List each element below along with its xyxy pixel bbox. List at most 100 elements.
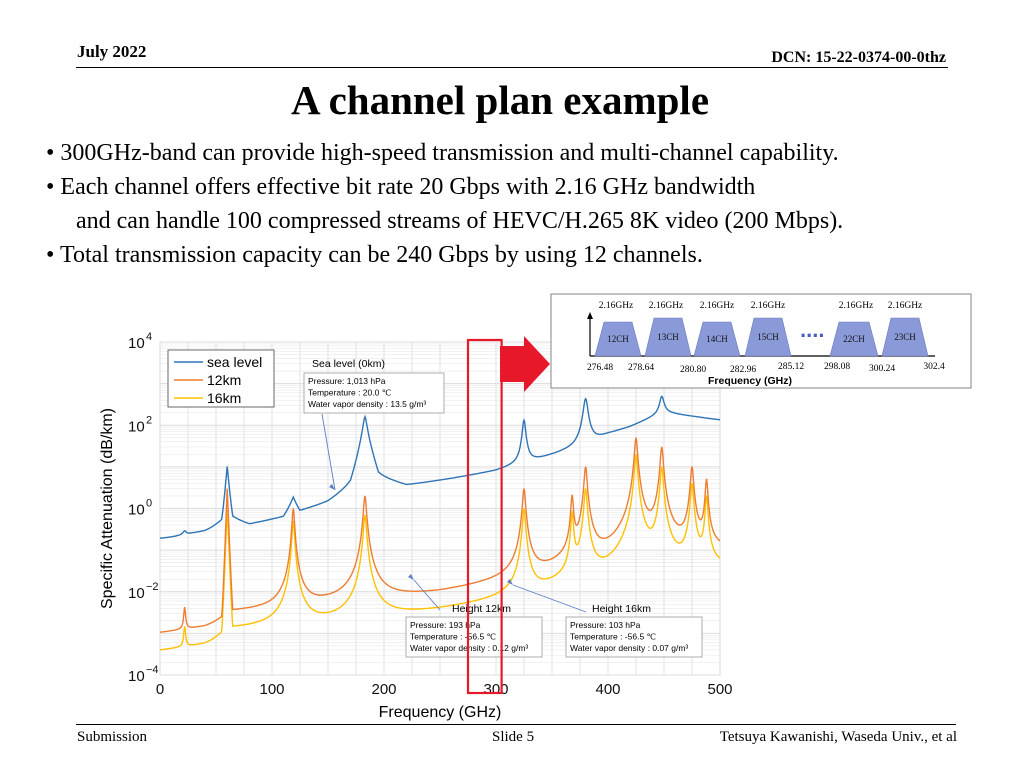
channel-block <box>644 317 692 357</box>
annotation-arrow <box>512 584 587 613</box>
y-tick-base: 10 <box>128 668 145 685</box>
frequency-tick-label: 280.80 <box>680 365 706 375</box>
series-line-16km <box>160 454 720 651</box>
y-tick-exponent: −2 <box>146 581 159 593</box>
header-dcn: DCN: 15-22-0374-00-0thz <box>771 49 946 66</box>
channel-ellipsis: .... <box>800 317 824 342</box>
channel-block <box>693 321 741 357</box>
y-tick-base: 10 <box>128 585 145 602</box>
annotation-line: Water vapor density : 0.12 g/m³ <box>410 643 528 653</box>
annotation-arrowhead <box>408 574 414 580</box>
annotation-box <box>303 372 445 414</box>
bullet-text: Each channel offers effective bit rate 2… <box>60 174 756 200</box>
annotation-line: Temperature : -56.5 ℃ <box>410 632 497 642</box>
annotation-line: Pressure: 1,013 hPa <box>308 376 386 386</box>
channel-plan-diagram: 12CH 13CH 14CH 15CH 22CH 23CH 2.16GHz 2.16GHz 2.… <box>550 293 972 389</box>
bullet-item: • 300GHz-band can provide high-speed tra… <box>46 136 843 170</box>
annotation-arrowhead <box>329 484 335 490</box>
y-tick-label: 10 4 <box>128 331 152 352</box>
x-tick-label: 0 <box>156 681 164 698</box>
y-tick-label: 10 −4 <box>128 664 159 685</box>
y-tick-base: 10 <box>128 335 145 352</box>
frequency-tick-label: 285.12 <box>778 362 804 372</box>
diagram-y-arrowhead <box>587 312 593 319</box>
channel-block <box>594 321 642 357</box>
y-tick-label: 10 −2 <box>128 581 159 602</box>
highlight-band <box>466 338 503 695</box>
annotation-arrow <box>321 413 336 491</box>
channel-label: 23CH <box>894 332 916 342</box>
annotation-line: Water vapor density : 13.5 g/m³ <box>308 399 426 409</box>
channel-label: 13CH <box>657 332 679 342</box>
y-tick-exponent: 0 <box>146 498 152 510</box>
annotation: Height 12km Pressure: 193 hPa Temperature … <box>405 574 543 658</box>
legend-label: sea level <box>207 354 262 370</box>
y-tick-base: 10 <box>128 502 145 519</box>
bandwidth-label: 2.16GHz <box>599 301 634 311</box>
x-tick-label: 400 <box>595 681 620 698</box>
bullet-text: and can handle 100 compressed streams of… <box>76 208 844 234</box>
bullet-mark: • <box>46 174 55 200</box>
header-date: July 2022 <box>77 42 147 61</box>
channel-block <box>829 321 879 357</box>
y-axis-label: Specific Attenuation (dB/km) <box>99 408 116 609</box>
bullet-mark: • <box>46 242 55 268</box>
footer-submission: Submission <box>77 729 148 745</box>
channel-label: 22CH <box>843 334 865 344</box>
y-tick-exponent: −4 <box>146 664 159 676</box>
annotation-arrowhead <box>507 579 513 585</box>
y-tick-exponent: 4 <box>146 331 152 343</box>
bullet-text: Total transmission capacity can be 240 G… <box>59 242 703 268</box>
frequency-tick-label: 300.24 <box>869 364 895 374</box>
channel-block <box>881 317 929 357</box>
series-line-12km <box>160 437 720 633</box>
slide-title: A channel plan example <box>290 77 710 123</box>
bandwidth-label: 2.16GHz <box>888 301 923 311</box>
bandwidth-label: 2.16GHz <box>751 301 786 311</box>
annotation-title: Height 12km <box>452 603 511 615</box>
bullet-item: • Total transmission capacity can be 240… <box>46 238 843 272</box>
bandwidth-label: 2.16GHz <box>839 301 874 311</box>
annotation-box <box>405 616 543 658</box>
bullet-item: • Each channel offers effective bit rate… <box>46 170 843 204</box>
x-tick-label: 300 <box>483 681 508 698</box>
annotation-line: Water vapor density : 0.07 g/m³ <box>570 643 688 653</box>
x-tick-label: 100 <box>259 681 284 698</box>
annotation-line: Pressure: 193 hPa <box>410 620 481 630</box>
highlight-arrow <box>500 336 550 392</box>
annotation-title: Height 16km <box>592 603 651 615</box>
frequency-tick-label: 276.48 <box>587 363 613 373</box>
channel-block <box>744 317 792 357</box>
bandwidth-label: 2.16GHz <box>700 301 735 311</box>
x-tick-label: 500 <box>707 681 732 698</box>
diagram-axis-label: Frequency (GHz) <box>708 375 792 387</box>
annotation-box <box>565 616 703 658</box>
bullet-list: • 300GHz-band can provide high-speed tra… <box>46 136 843 272</box>
footer-rule <box>76 724 956 725</box>
footer-author: Tetsuya Kawanishi, Waseda Univ., et al <box>719 729 957 745</box>
y-tick-base: 10 <box>128 418 145 435</box>
y-tick-label: 10 0 <box>128 498 152 519</box>
annotation-title: Sea level (0km) <box>312 358 385 370</box>
annotation: Height 16km Pressure: 103 hPa Temperature … <box>507 579 703 658</box>
legend-label: 12km <box>207 372 241 388</box>
frequency-tick-label: 298.08 <box>824 362 850 372</box>
channel-label: 15CH <box>757 332 779 342</box>
series-line-sea-level <box>160 395 720 539</box>
annotation-line: Pressure: 103 hPa <box>570 620 641 630</box>
y-tick-label: 10 2 <box>128 414 152 435</box>
channel-label: 14CH <box>706 334 728 344</box>
annotation: Sea level (0km) Pressure: 1,013 hPa Temper… <box>303 358 445 491</box>
footer-slide-number: Slide 5 <box>492 729 535 745</box>
x-axis-label: Frequency (GHz) <box>379 704 502 721</box>
series-group <box>160 395 720 651</box>
legend-label: 16km <box>207 390 241 406</box>
annotation-line: Temperature : 20.0 ℃ <box>308 388 392 398</box>
annotation-arrow <box>413 579 441 611</box>
header-rule <box>76 67 948 68</box>
y-tick-exponent: 2 <box>146 414 152 426</box>
frequency-tick-label: 302.4 <box>923 362 945 372</box>
